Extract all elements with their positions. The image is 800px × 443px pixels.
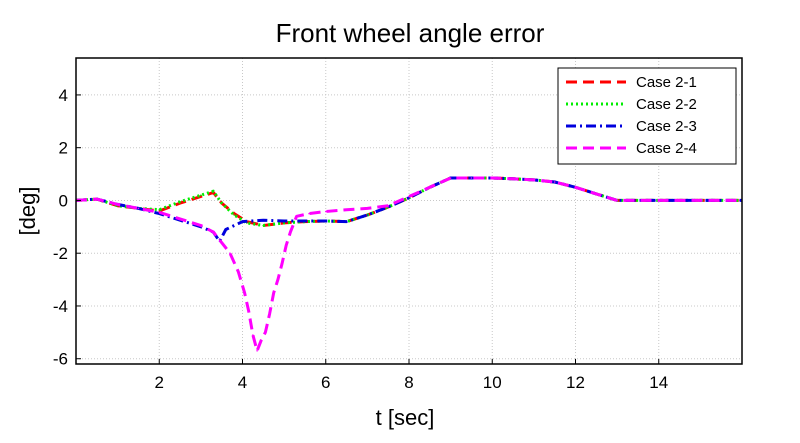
data-point xyxy=(116,203,119,206)
series-layer xyxy=(76,176,742,353)
data-point xyxy=(179,218,181,220)
data-point xyxy=(281,263,283,265)
data-point xyxy=(277,278,279,281)
data-point xyxy=(158,208,161,211)
data-point xyxy=(200,224,202,227)
data-point xyxy=(658,199,660,202)
data-point xyxy=(512,178,514,180)
data-point xyxy=(429,186,431,189)
data-point xyxy=(264,331,267,334)
y-tick-label: -4 xyxy=(53,297,68,316)
data-point xyxy=(272,292,275,294)
data-point xyxy=(158,211,161,214)
y-tick-label: 0 xyxy=(59,191,68,210)
data-point xyxy=(137,207,140,210)
data-point xyxy=(285,244,288,247)
y-tick-label: -2 xyxy=(53,244,68,263)
data-point xyxy=(229,252,231,254)
x-tick-label: 4 xyxy=(238,373,247,392)
y-tick-label: 4 xyxy=(59,86,68,105)
data-point xyxy=(158,210,161,212)
x-axis-title: t [sec] xyxy=(376,405,435,430)
legend-label: Case 2-1 xyxy=(636,74,697,91)
data-point xyxy=(304,220,306,222)
y-axis-title: [deg] xyxy=(15,187,40,236)
data-point xyxy=(533,179,535,181)
data-point xyxy=(699,199,702,202)
data-point xyxy=(262,219,265,221)
chart-title: Front wheel angle error xyxy=(276,18,545,48)
data-point xyxy=(237,270,240,273)
data-point xyxy=(295,215,298,218)
data-point xyxy=(200,195,202,198)
series-line xyxy=(76,176,742,243)
data-point xyxy=(96,198,98,200)
legend: Case 2-1 Case 2-2 Case 2-3 Case 2-4 xyxy=(557,67,737,165)
data-point xyxy=(252,334,254,336)
legend-label: Case 2-2 xyxy=(636,96,697,113)
x-tick-label: 14 xyxy=(649,373,668,392)
data-point xyxy=(387,204,390,207)
x-tick-label: 10 xyxy=(483,373,502,392)
data-point xyxy=(366,207,369,210)
data-point xyxy=(470,177,473,179)
data-point xyxy=(268,313,271,315)
data-point xyxy=(218,239,221,241)
data-point xyxy=(325,210,327,213)
legend-label: Case 2-4 xyxy=(636,140,697,157)
data-point xyxy=(408,197,410,199)
x-tick-label: 2 xyxy=(155,373,164,392)
data-point xyxy=(212,231,215,233)
data-point xyxy=(595,193,598,195)
axis-ticks: 2 4 6 8 10 12 14 -6 -4 -2 0 2 4 xyxy=(53,86,668,392)
data-point xyxy=(179,201,181,203)
data-point xyxy=(345,220,348,223)
data-point xyxy=(289,231,292,233)
data-point xyxy=(345,208,348,211)
data-point xyxy=(243,292,246,294)
series-case-2-4 xyxy=(76,176,742,353)
data-point xyxy=(247,310,250,313)
data-point xyxy=(256,350,258,352)
data-point xyxy=(200,194,202,196)
data-point xyxy=(616,199,618,202)
legend-label: Case 2-3 xyxy=(636,118,697,135)
data-point xyxy=(220,202,223,204)
x-tick-label: 8 xyxy=(404,373,413,392)
data-point xyxy=(366,214,369,216)
data-point xyxy=(241,220,244,223)
y-tick-label: -6 xyxy=(53,350,68,369)
data-point xyxy=(233,212,235,215)
data-point xyxy=(212,190,215,192)
x-tick-label: 6 xyxy=(321,373,330,392)
data-point xyxy=(491,177,494,179)
data-point xyxy=(408,195,410,198)
series-line xyxy=(76,176,742,227)
data-point xyxy=(574,186,577,189)
data-point xyxy=(449,177,452,179)
data-point xyxy=(262,224,265,227)
data-point xyxy=(553,181,556,183)
data-point xyxy=(260,339,263,342)
x-tick-label: 12 xyxy=(566,373,585,392)
data-point xyxy=(325,220,327,222)
y-tick-label: 2 xyxy=(59,139,68,158)
data-point xyxy=(308,212,310,215)
data-point xyxy=(283,220,285,222)
data-point xyxy=(225,228,227,231)
data-point xyxy=(233,214,235,216)
